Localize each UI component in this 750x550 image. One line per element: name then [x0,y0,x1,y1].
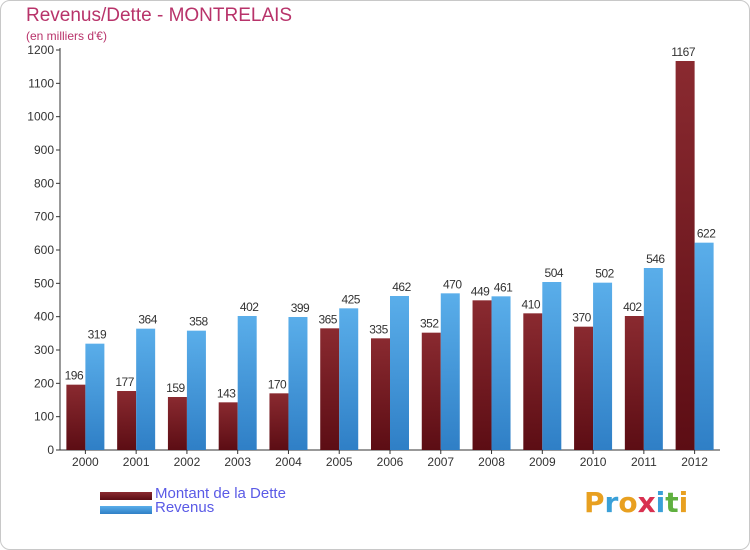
bar-revenus [186,330,206,450]
legend-swatch-dette [100,492,152,500]
data-label: 399 [291,301,310,315]
y-tick-label: 1200 [27,43,54,57]
logo-letter: i [655,486,666,519]
y-tick-label: 300 [34,343,54,357]
bar-dette [371,338,390,450]
bar-revenus [390,296,409,450]
y-tick-label: 700 [34,210,54,224]
data-label: 319 [88,328,107,342]
bar-revenus [440,293,460,450]
bar-revenus [85,343,105,450]
logo-letter: o [618,486,638,519]
data-label: 546 [646,252,665,266]
chart-subtitle: (en milliers d'€) [26,29,107,43]
bar-dette [574,326,594,450]
y-tick-label: 600 [34,243,54,257]
x-tick-label: 2005 [326,455,353,469]
data-label: 365 [318,312,337,326]
y-tick-label: 800 [34,176,54,190]
x-tick-label: 2007 [427,455,454,469]
bar-dette [218,402,238,450]
data-label: 461 [494,280,513,294]
bar-revenus [237,316,257,450]
bar-dette [675,61,695,450]
data-label: 170 [268,377,287,391]
y-tick-label: 400 [34,310,54,324]
data-label: 402 [240,300,259,314]
bar-dette [421,332,441,450]
logo-letter: x [637,486,656,519]
x-tick-label: 2009 [529,455,556,469]
bar-dette [320,328,340,450]
proxiti-logo: Proxiti [584,486,688,519]
data-label: 410 [522,297,541,311]
x-tick-label: 2008 [478,455,505,469]
y-tick-label: 500 [34,276,54,290]
data-label: 143 [217,386,236,400]
data-label: 622 [697,227,716,241]
bar-dette [624,316,644,450]
y-tick-label: 200 [34,376,54,390]
logo-letter: t [665,486,679,519]
data-label: 352 [420,317,439,331]
data-label: 504 [545,266,564,280]
logo-letter: P [584,486,605,519]
bar-revenus [593,282,613,450]
bar-dette [269,393,289,450]
data-label: 196 [65,369,84,383]
data-label: 364 [138,313,157,327]
x-tick-label: 2010 [580,455,607,469]
x-tick-label: 2000 [72,455,99,469]
bar-revenus [339,308,359,450]
y-tick-label: 1100 [28,76,54,90]
bar-revenus [694,242,714,450]
data-label: 159 [166,381,185,395]
legend-label-revenus: Revenus [155,499,215,516]
data-label: 449 [471,284,490,298]
x-tick-label: 2004 [275,455,302,469]
logo-letter: i [678,486,689,519]
data-label: 335 [369,322,388,336]
bar-dette [167,397,187,450]
bar-revenus [491,296,511,450]
data-label: 358 [189,315,208,329]
y-tick-label: 100 [34,410,54,424]
bar-revenus [542,282,562,450]
bar-dette [523,313,543,450]
legend-swatch-revenus [100,506,152,514]
data-label: 370 [572,311,591,325]
data-label: 502 [595,267,614,281]
x-tick-label: 2003 [224,455,251,469]
chart-title: Revenus/Dette - MONTRELAIS [26,5,293,26]
x-tick-label: 2002 [174,455,201,469]
data-label: 177 [115,375,134,389]
x-tick-label: 2001 [123,455,150,469]
bar-revenus [643,268,663,450]
y-tick-label: 0 [47,443,54,457]
data-label: 425 [341,292,360,306]
bar-revenus [288,317,308,450]
data-label: 402 [623,300,642,314]
x-tick-label: 2012 [681,455,708,469]
bar-revenus [136,328,156,450]
x-tick-label: 2006 [377,455,404,469]
data-label: 470 [443,277,462,291]
y-tick-label: 900 [34,143,54,157]
logo-letter: r [604,486,619,519]
bar-dette [117,391,137,450]
data-label: 462 [392,280,411,294]
x-tick-label: 2011 [631,455,657,469]
legend-label-dette: Montant de la Dette [155,485,286,502]
bar-dette [472,300,492,450]
y-tick-label: 1000 [27,110,54,124]
bar-dette [66,384,86,450]
data-label: 1167 [671,45,696,59]
